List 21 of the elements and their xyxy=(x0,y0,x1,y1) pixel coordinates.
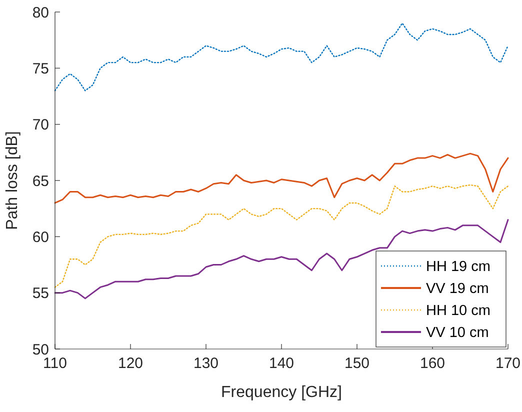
y-tick-label: 70 xyxy=(32,116,49,134)
x-tick-label: 160 xyxy=(420,355,446,372)
y-tick-label: 65 xyxy=(32,172,49,190)
y-tick-label: 75 xyxy=(32,60,49,78)
x-axis-title: Frequency [GHz] xyxy=(221,384,342,401)
legend-label: HH 10 cm xyxy=(426,303,490,320)
y-axis-title: Path loss [dB] xyxy=(4,131,21,230)
x-tick-label: 120 xyxy=(118,355,144,372)
line-series xyxy=(54,152,509,204)
line-series xyxy=(54,219,509,300)
x-tick-label: 170 xyxy=(495,355,521,372)
legend-label: VV 10 cm xyxy=(426,325,489,342)
y-tick-label: 60 xyxy=(32,228,49,246)
legend-label: HH 19 cm xyxy=(426,259,490,276)
x-tick-label: 130 xyxy=(193,355,219,372)
y-tick-label: 55 xyxy=(32,285,49,302)
y-tick-label: 80 xyxy=(32,4,49,22)
x-tick-label: 140 xyxy=(268,355,294,372)
line-series xyxy=(54,22,509,92)
legend-label: VV 19 cm xyxy=(426,281,489,298)
x-tick-label: 150 xyxy=(344,355,370,372)
